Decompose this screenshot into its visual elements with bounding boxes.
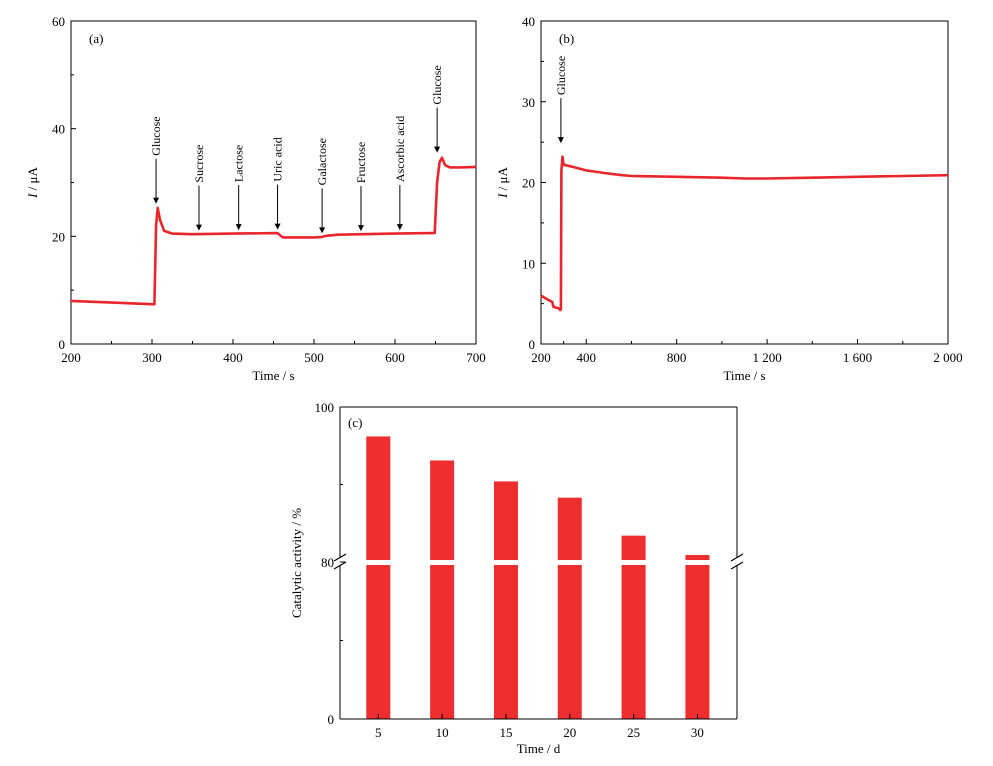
bar (621, 535, 646, 719)
annotation-label: Glucose (554, 56, 568, 95)
x-tick-label: 200 (61, 350, 81, 365)
y-tick-label: 100 (315, 400, 335, 415)
y-axis-title-rest: / μA (25, 166, 40, 193)
x-axis-title: Time / d (517, 741, 561, 756)
x-tick-label: 15 (499, 725, 512, 740)
x-tick-label: 500 (304, 350, 324, 365)
axis-break-slash (730, 561, 744, 570)
panel-label: (a) (89, 31, 103, 46)
y-axis-title-rest: / μA (495, 166, 510, 193)
x-tick-label: 30 (691, 725, 704, 740)
y-tick-label: 40 (52, 122, 65, 137)
current-series-line (540, 155, 949, 312)
x-tick-label: 1 600 (843, 350, 872, 365)
axis-break-slash (333, 561, 347, 570)
x-axis-title: Time / s (252, 368, 294, 383)
x-tick-label: 700 (466, 350, 486, 365)
bar (430, 460, 455, 719)
y-axis-title: I / μA (495, 166, 510, 198)
y-tick-label: 20 (52, 229, 65, 244)
bar (685, 555, 710, 719)
y-tick-label: 10 (522, 256, 535, 271)
current-series-line (70, 156, 477, 306)
x-tick-label: 300 (142, 350, 162, 365)
y-tick-label: 60 (52, 14, 65, 29)
y-axis-title-italic: I (25, 193, 40, 199)
axis-break-slash (730, 553, 744, 562)
axis-break-slash (333, 553, 347, 562)
annotation-arrow-head (319, 227, 326, 234)
axis-break-band (341, 560, 736, 565)
annotation-arrow-head (557, 137, 564, 144)
panel-c: 0 80 100 5 10 15 20 25 30 Time / d Catalytic activ… (289, 400, 744, 756)
x-tick-label: 800 (667, 350, 687, 365)
annotation-arrow-head (274, 223, 281, 230)
y-axis-title: Catalytic activity / % (289, 508, 304, 618)
x-tick-label: 20 (563, 725, 576, 740)
annotation-label: Ascorbic acid (393, 116, 407, 182)
annotation-label: Uric acid (271, 137, 285, 181)
panel-b: 200 400 800 1 200 1 600 2 000 0 10 20 30 40 Time / … (495, 14, 963, 383)
y-tick-label: 30 (522, 95, 535, 110)
x-tick-label: 2 000 (933, 350, 962, 365)
annotation-arrow-head (235, 224, 242, 231)
annotation-label: Fructose (354, 142, 368, 183)
y-tick-label: 0 (529, 337, 536, 352)
annotation-label: Sucrose (192, 145, 206, 183)
annotation-arrow-head (195, 224, 202, 231)
annotation-arrow-head (396, 224, 403, 231)
annotation-label: Glucose (430, 65, 444, 104)
bar (557, 497, 582, 719)
y-tick-label: 20 (522, 176, 535, 191)
x-axis-title: Time / s (723, 368, 765, 383)
annotation-label: Glucose (149, 116, 163, 155)
annotation-arrow-head (153, 197, 160, 204)
x-tick-label: 10 (436, 725, 449, 740)
y-tick-label: 0 (328, 712, 335, 727)
y-tick-label: 40 (522, 14, 535, 29)
y-axis-title-italic: I (495, 193, 510, 199)
panel-a: 200 300 400 500 600 700 0 20 40 60 Time / s I / μA (… (25, 14, 486, 383)
y-tick-label: 0 (59, 337, 66, 352)
annotation-arrow-head (357, 225, 364, 232)
annotation-label: Lactose (232, 145, 246, 182)
plot-frame (540, 20, 949, 345)
bar (493, 481, 518, 719)
x-tick-label: 1 200 (752, 350, 781, 365)
x-tick-label: 400 (576, 350, 596, 365)
x-tick-label: 200 (531, 350, 551, 365)
x-tick-label: 600 (385, 350, 405, 365)
bar (366, 436, 391, 719)
x-tick-label: 5 (375, 725, 382, 740)
x-tick-label: 25 (627, 725, 640, 740)
x-tick-label: 400 (223, 350, 243, 365)
annotation-arrow-head (434, 146, 441, 153)
annotation-label: Galactose (315, 138, 329, 185)
panel-label: (b) (559, 31, 574, 46)
panel-label: (c) (348, 415, 362, 430)
y-tick-label: 80 (321, 555, 334, 570)
y-axis-title: I / μA (25, 166, 40, 198)
